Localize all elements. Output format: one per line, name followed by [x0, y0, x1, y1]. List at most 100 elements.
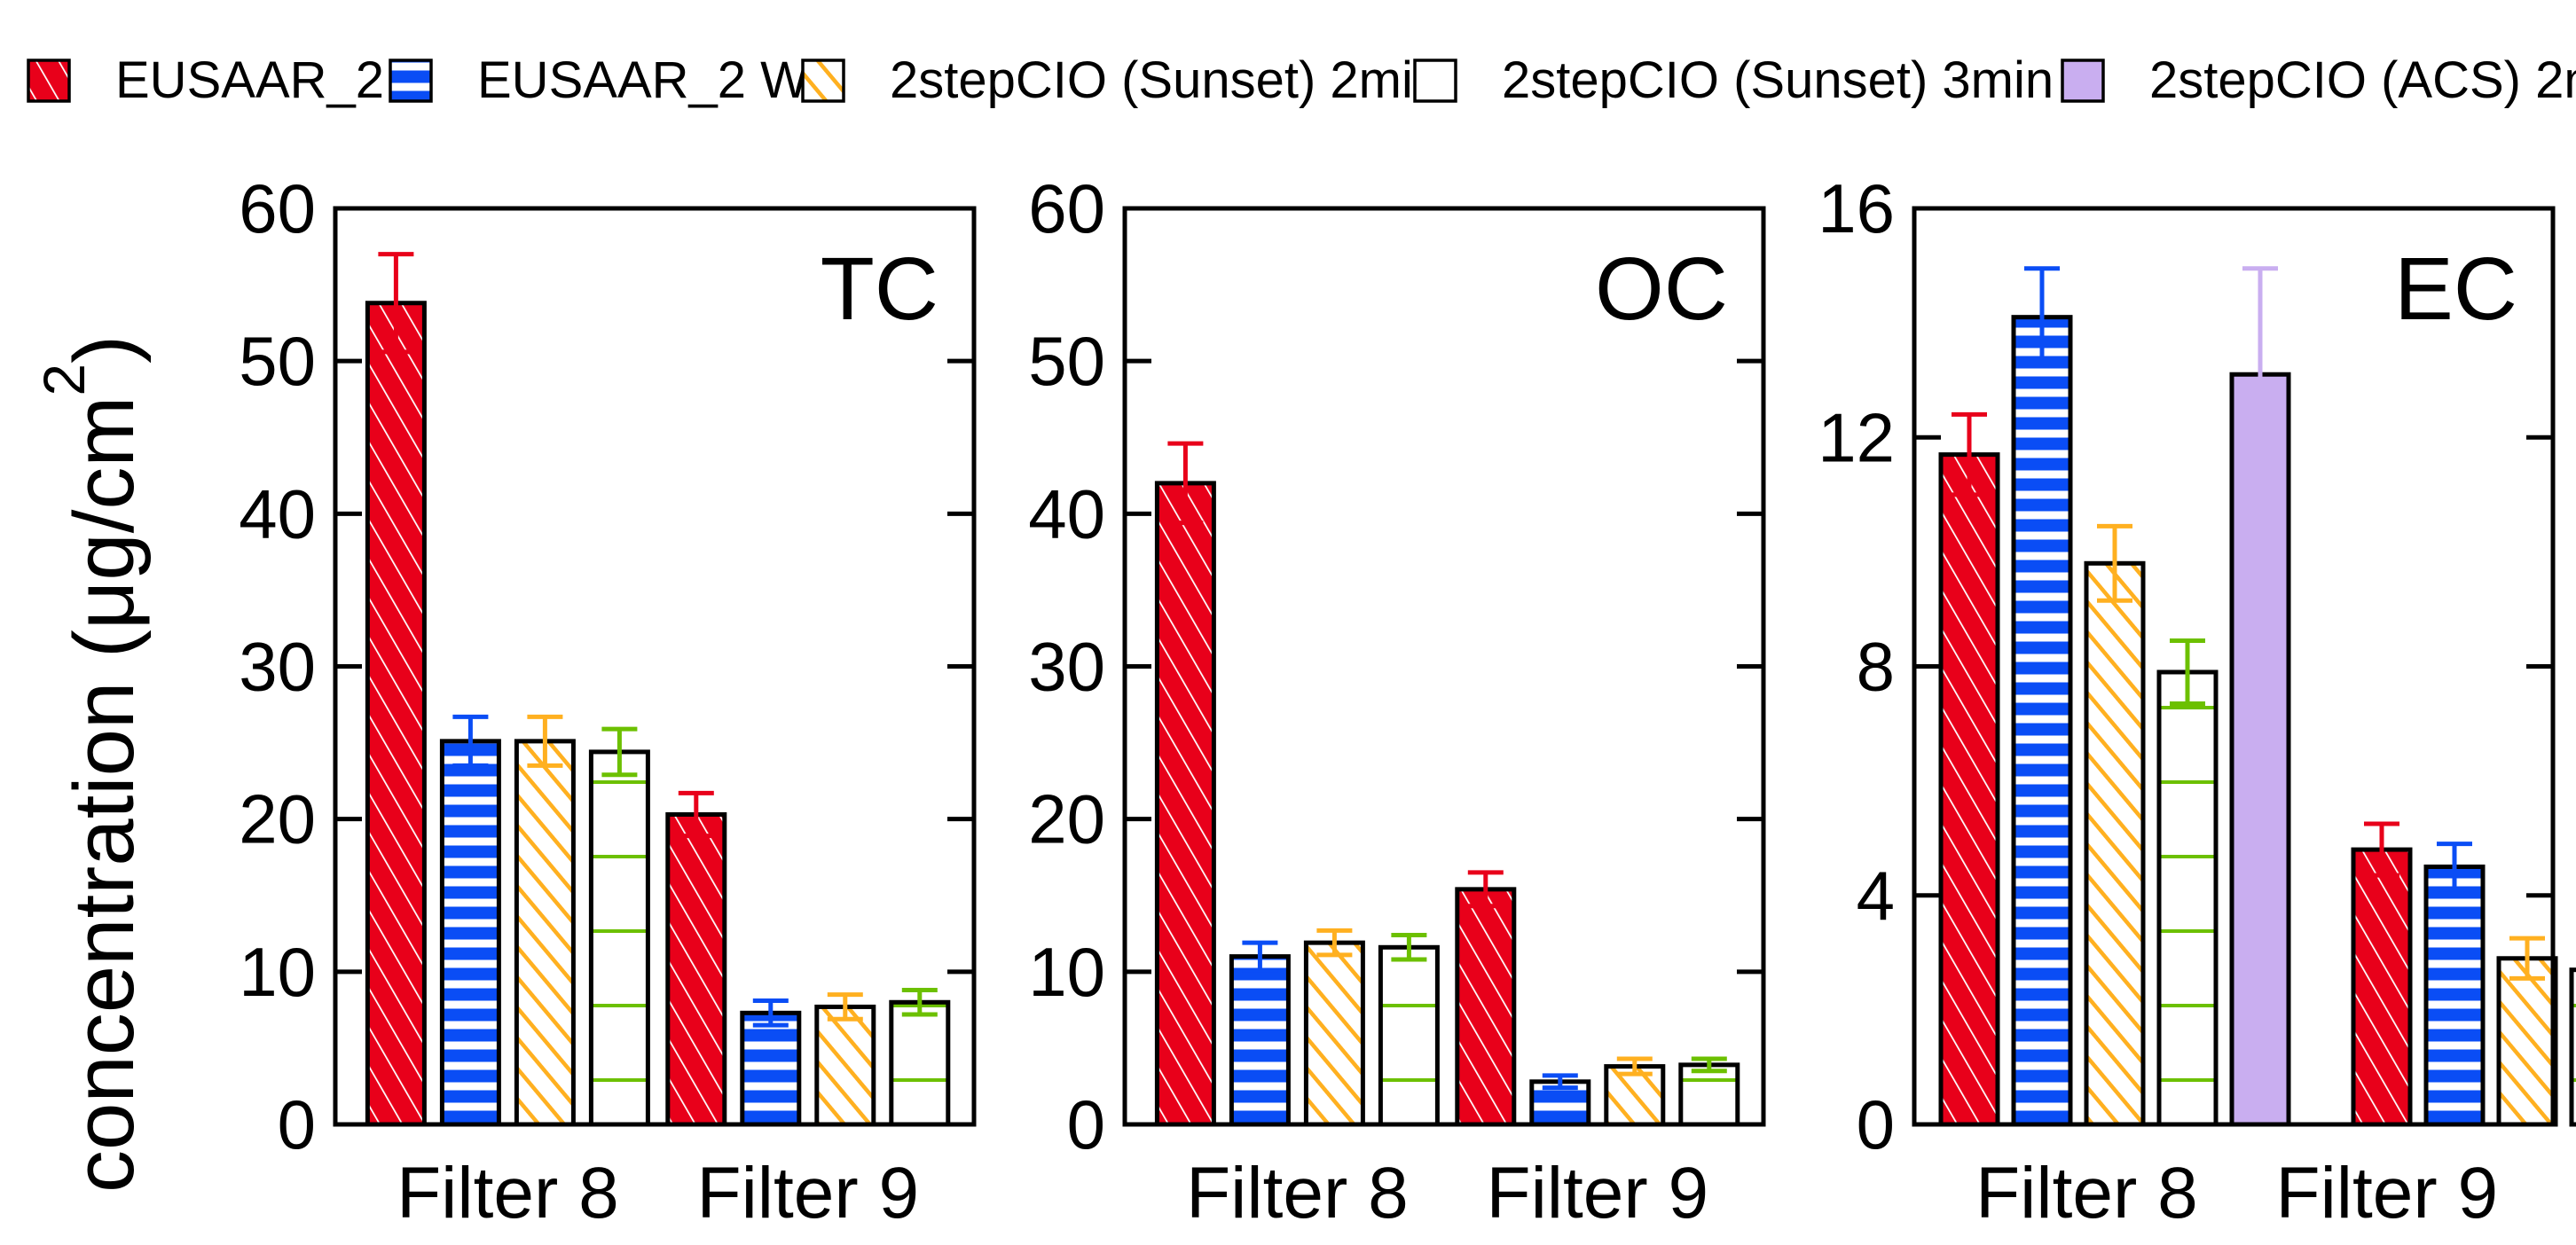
bar-oc-2stepcio-sunset-3min-filter-8 — [1378, 944, 1440, 1127]
error-bar — [2097, 523, 2132, 603]
error-bar — [1391, 933, 1427, 962]
legend-swatch — [801, 59, 845, 103]
x-category-label: Filter 9 — [1486, 1153, 1708, 1233]
error-bar — [1691, 1056, 1727, 1074]
bar-tc-eusaar-2-we-filter-8 — [439, 739, 501, 1127]
bar-oc-2stepcio-sunset-2min-filter-8 — [1303, 940, 1365, 1127]
error-bar — [1167, 441, 1204, 526]
y-tick-label: 60 — [1028, 169, 1105, 247]
y-tick-label: 0 — [278, 1085, 316, 1163]
bar-tc-eusaar-2-we-filter-9 — [740, 1010, 802, 1127]
bar-ec-eusaar-2-we-filter-9 — [2423, 864, 2486, 1127]
bar-tc-eusaar-2-filter-8 — [365, 301, 427, 1127]
bar-ec-eusaar-2-filter-8 — [1938, 452, 2000, 1127]
x-category-label: Filter 8 — [1186, 1153, 1409, 1233]
legend-item-eusaar-2-we: EUSAAR_2 WE — [389, 51, 844, 109]
x-category-label: Filter 9 — [2275, 1153, 2498, 1233]
y-axis-title: concentration (μg/cm2) — [31, 335, 152, 1193]
error-bar — [1616, 1056, 1653, 1077]
x-category-label: Filter 8 — [1975, 1153, 2198, 1233]
bar-tc-2stepcio-sunset-3min-filter-8 — [588, 749, 650, 1127]
bar-tc-2stepcio-sunset-2min-filter-8 — [514, 739, 576, 1127]
error-bar — [1316, 928, 1353, 958]
y-tick-label: 8 — [1857, 628, 1895, 706]
y-axis-label: concentration (μg/cm2) — [31, 335, 152, 1193]
legend: EUSAAR_2 EUSAAR_2 WE 2stepCIO (Sunset) 2mi… — [27, 51, 2576, 109]
legend-swatch — [2061, 59, 2105, 103]
x-category-label: Filter 9 — [696, 1153, 919, 1233]
panel-ec: 0 4 8 12 16 Filter 8 Filter 9 EC — [1818, 169, 2576, 1233]
error-bar — [2170, 638, 2205, 706]
legend-item-2stepcio-sunset-3min: 2stepCIO (Sunset) 3min — [1413, 51, 2054, 109]
bar-ec-2stepcio-sunset-3min-filter-8 — [2156, 669, 2219, 1127]
bar-ec-2stepcio-sunset-2min-filter-8 — [2084, 560, 2146, 1127]
y-tick-label: 40 — [1028, 474, 1105, 552]
bar-tc-eusaar-2-filter-9 — [665, 812, 727, 1127]
legend-swatch — [1413, 59, 1457, 103]
y-tick-label: 30 — [239, 628, 316, 706]
error-bar — [601, 726, 638, 778]
y-tick-label: 20 — [1028, 780, 1105, 858]
error-bar — [2242, 266, 2278, 483]
y-tick-label: 16 — [1818, 169, 1895, 247]
bar-oc-eusaar-2-filter-8 — [1154, 481, 1216, 1127]
bar-ec-2stepcio-sunset-2min-filter-9 — [2496, 956, 2558, 1127]
y-tick-label: 20 — [239, 780, 316, 858]
legend-label: 2stepCIO (Sunset) 3min — [1502, 51, 2054, 109]
legend-swatch — [389, 59, 433, 103]
error-bar — [678, 790, 714, 839]
legend-item-eusaar-2: EUSAAR_2 — [27, 51, 384, 109]
error-bar — [827, 992, 863, 1022]
panel-label: EC — [2394, 239, 2517, 339]
y-tick-label: 0 — [1857, 1085, 1895, 1163]
y-tick-label: 40 — [239, 474, 316, 552]
error-bar — [527, 714, 563, 768]
x-category-label: Filter 8 — [397, 1153, 619, 1233]
error-bar — [752, 998, 789, 1028]
error-bar — [1952, 411, 1987, 497]
plot-frame — [1122, 206, 1766, 1127]
panel-label: TC — [821, 239, 939, 339]
error-bar — [1542, 1073, 1578, 1091]
bar-oc-eusaar-2-filter-9 — [1455, 887, 1517, 1127]
legend-label: EUSAAR_2 — [115, 51, 384, 109]
bar-oc-eusaar-2-we-filter-8 — [1229, 954, 1291, 1127]
y-tick-label: 60 — [239, 169, 316, 247]
y-tick-label: 12 — [1818, 398, 1895, 476]
error-bar — [901, 987, 938, 1017]
error-bar — [1242, 940, 1278, 973]
error-bar — [1467, 870, 1504, 909]
y-tick-label: 10 — [1028, 933, 1105, 1011]
error-bar — [2364, 821, 2399, 878]
error-bar — [2509, 936, 2545, 981]
bar-ec-2stepcio-sunset-3min-filter-9 — [2569, 967, 2576, 1127]
y-tick-label: 4 — [1857, 857, 1895, 935]
legend-swatch — [27, 59, 71, 103]
error-bar — [2024, 266, 2060, 369]
bar-ec-eusaar-2-we-filter-8 — [2011, 315, 2073, 1127]
legend-item-2stepcio-acs-2min: 2stepCIO (ACS) 2min — [2061, 51, 2576, 109]
bar-ec-2stepcio-acs-2min-filter-8 — [2229, 372, 2291, 1127]
legend-label: EUSAAR_2 WE — [477, 51, 844, 109]
y-tick-label: 0 — [1067, 1085, 1105, 1163]
legend-label: 2stepCIO (Sunset) 2min — [890, 51, 1441, 109]
error-bar — [2437, 842, 2472, 892]
bar-tc-2stepcio-sunset-3min-filter-9 — [889, 999, 951, 1127]
bar-ec-eusaar-2-filter-9 — [2351, 847, 2413, 1127]
y-tick-label: 10 — [239, 933, 316, 1011]
bar-oc-2stepcio-sunset-3min-filter-9 — [1678, 1062, 1740, 1127]
y-tick-label: 30 — [1028, 628, 1105, 706]
bar-tc-2stepcio-sunset-2min-filter-9 — [814, 1004, 876, 1127]
legend-label: 2stepCIO (ACS) 2min — [2149, 51, 2576, 109]
y-tick-label: 50 — [1028, 322, 1105, 400]
panel-tc: 0 10 20 30 40 50 60 Filter 8 Filter 9 TC — [239, 169, 977, 1233]
panel-oc: 0 10 20 30 40 50 60 Filter 8 Filter 9 OC — [1028, 169, 1766, 1233]
error-bar — [378, 252, 414, 355]
y-tick-label: 50 — [239, 322, 316, 400]
legend-item-2stepcio-sunset-2min: 2stepCIO (Sunset) 2min — [801, 51, 1441, 109]
plot-frame — [333, 206, 977, 1127]
panel-label: OC — [1595, 239, 1728, 339]
error-bar — [452, 714, 489, 768]
